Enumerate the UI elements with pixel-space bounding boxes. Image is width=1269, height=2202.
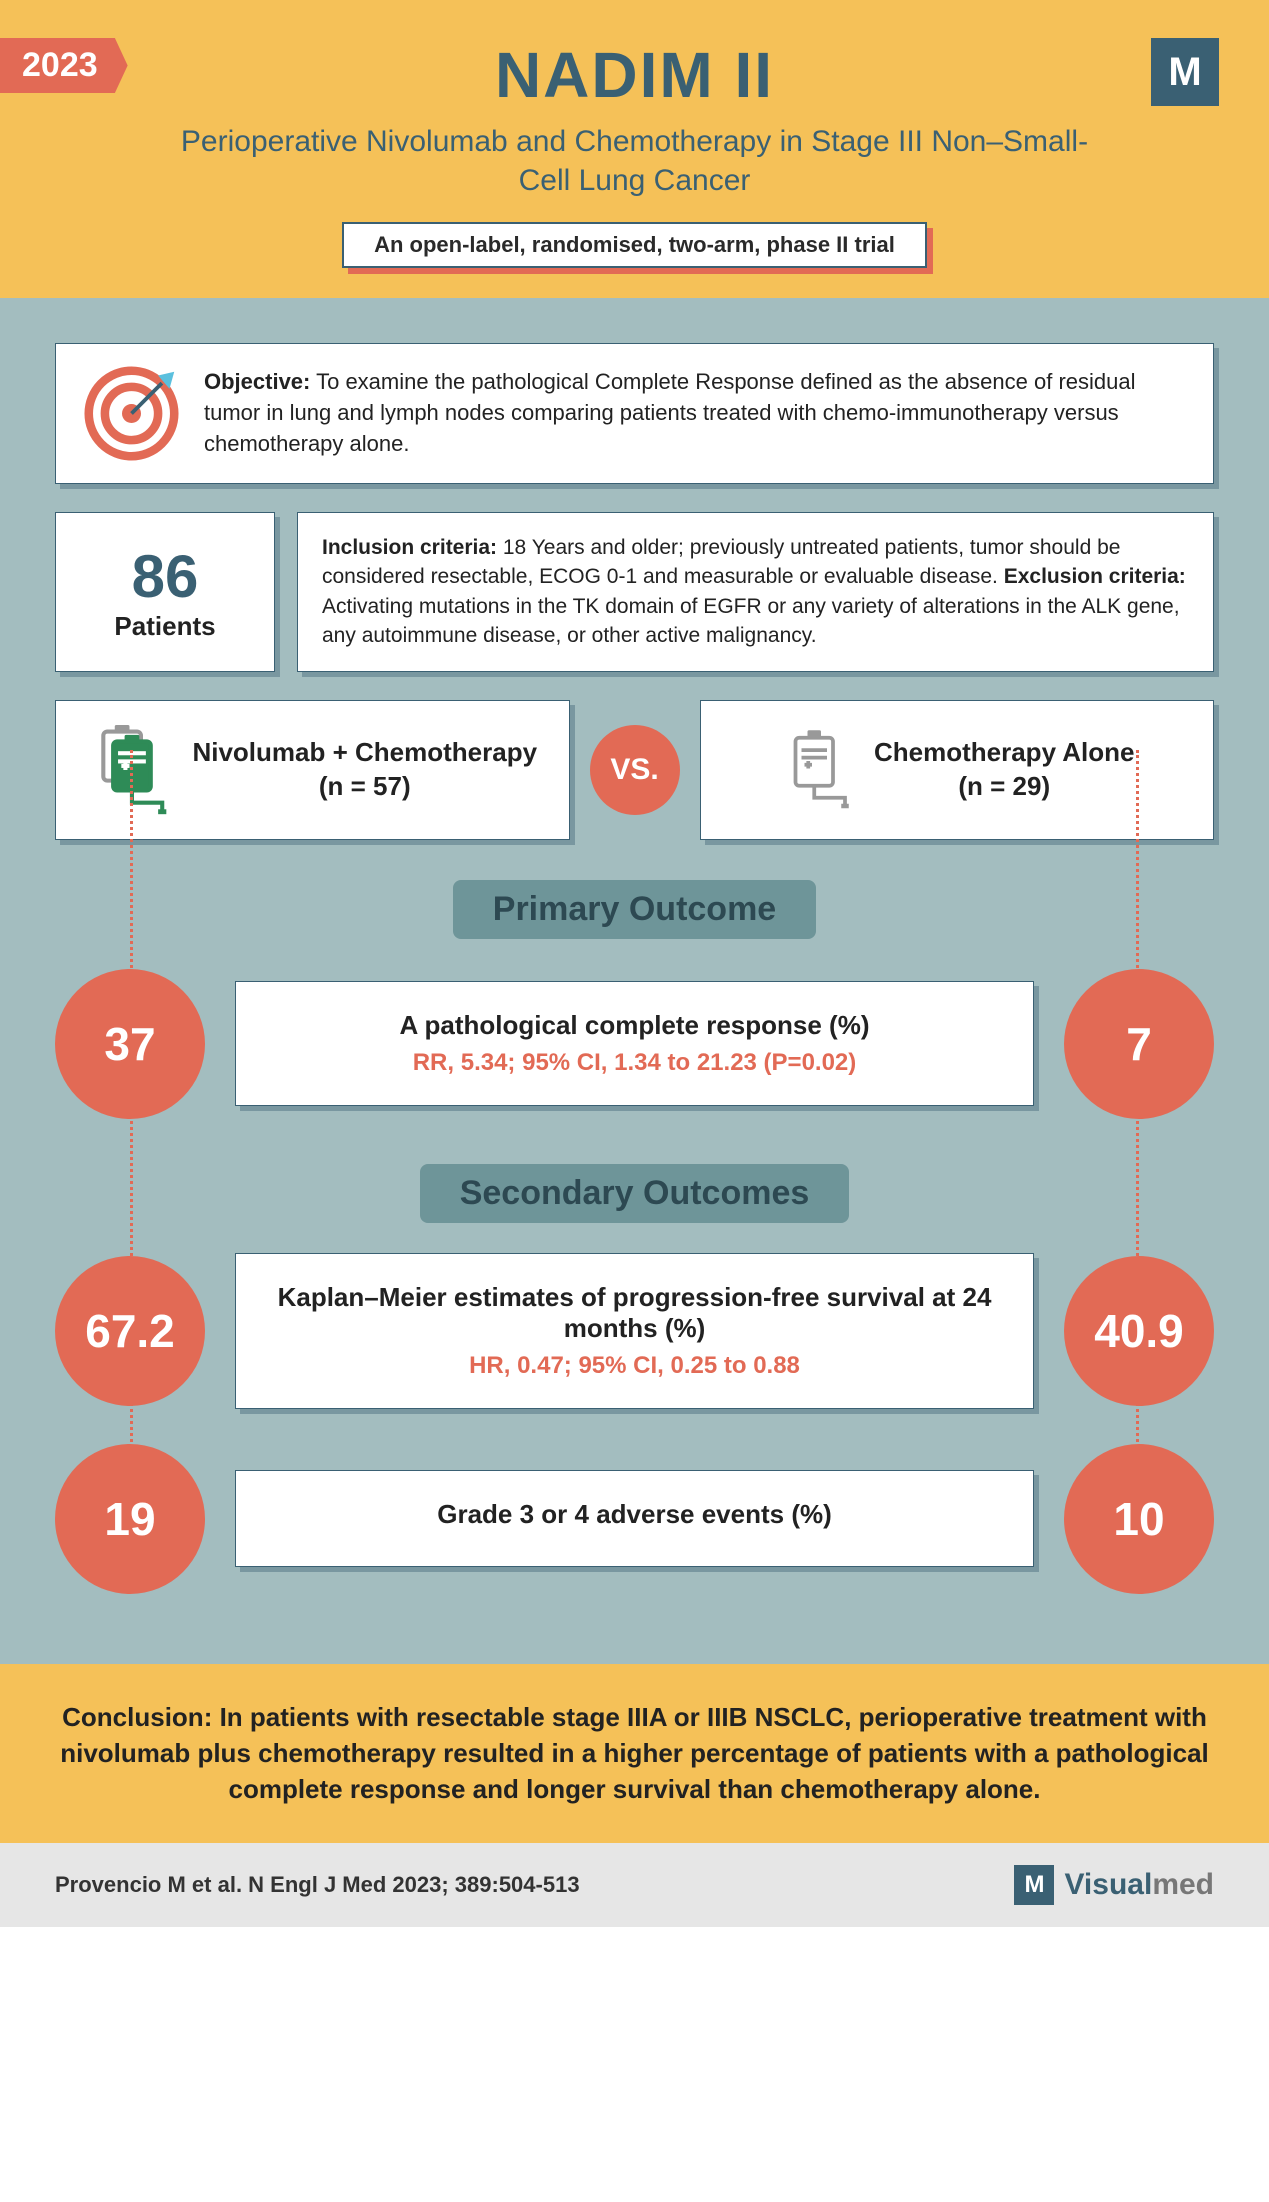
vs-circle: VS. <box>590 725 680 815</box>
exclusion-label: Exclusion criteria: <box>1004 565 1186 588</box>
outcomes-wrapper: Primary Outcome 37 A pathological comple… <box>55 870 1214 1594</box>
arm-right-n: (n = 29) <box>874 770 1135 804</box>
patients-criteria-row: 86 Patients Inclusion criteria: 18 Years… <box>55 512 1214 672</box>
objective-card: Objective: To examine the pathological C… <box>55 343 1214 484</box>
inclusion-label: Inclusion criteria: <box>322 536 497 559</box>
footer-section: Provencio M et al. N Engl J Med 2023; 38… <box>0 1843 1269 1927</box>
primary-outcome-row: 37 A pathological complete response (%) … <box>55 969 1214 1119</box>
arm-left-text: Nivolumab + Chemotherapy (n = 57) <box>192 736 537 804</box>
secondary-1-right-value: 10 <box>1064 1444 1214 1594</box>
primary-outcome-stat: RR, 5.34; 95% CI, 1.34 to 21.23 (P=0.02) <box>260 1049 1009 1077</box>
footer-brand: Visualmed <box>1064 1868 1214 1902</box>
iv-bag-grey-icon <box>779 725 854 815</box>
secondary-0-stat: HR, 0.47; 95% CI, 0.25 to 0.88 <box>260 1352 1009 1380</box>
primary-outcome-title: A pathological complete response (%) <box>260 1010 1009 1041</box>
body-section: Objective: To examine the pathological C… <box>0 298 1269 1664</box>
citation: Provencio M et al. N Engl J Med 2023; 38… <box>55 1872 580 1898</box>
secondary-0-card: Kaplan–Meier estimates of progression-fr… <box>235 1253 1034 1409</box>
primary-left-value: 37 <box>55 969 205 1119</box>
main-title: NADIM II <box>50 38 1219 112</box>
footer-brand-prefix: Visual <box>1064 1868 1152 1901</box>
target-icon <box>84 366 179 461</box>
secondary-outcome-row-0: 67.2 Kaplan–Meier estimates of progressi… <box>55 1253 1214 1409</box>
objective-text: Objective: To examine the pathological C… <box>204 367 1185 459</box>
infographic-container: 2023 M NADIM II Perioperative Nivolumab … <box>0 0 1269 1927</box>
conclusion-section: Conclusion: In patients with resectable … <box>0 1664 1269 1843</box>
footer-logo: M Visualmed <box>1014 1865 1214 1905</box>
secondary-outcome-row-1: 19 Grade 3 or 4 adverse events (%) 10 <box>55 1444 1214 1594</box>
subtitle: Perioperative Nivolumab and Chemotherapy… <box>50 122 1219 200</box>
patients-label: Patients <box>114 611 215 642</box>
secondary-heading: Secondary Outcomes <box>420 1164 850 1223</box>
conclusion-label: Conclusion: <box>62 1702 212 1732</box>
arms-row: Nivolumab + Chemotherapy (n = 57) VS. <box>55 700 1214 840</box>
secondary-1-card: Grade 3 or 4 adverse events (%) <box>235 1470 1034 1567</box>
secondary-0-right-value: 40.9 <box>1064 1256 1214 1406</box>
trial-type-badge: An open-label, randomised, two-arm, phas… <box>342 222 927 268</box>
criteria-card: Inclusion criteria: 18 Years and older; … <box>297 512 1214 672</box>
arm-right-text: Chemotherapy Alone (n = 29) <box>874 736 1135 804</box>
patients-count: 86 <box>132 542 199 611</box>
footer-brand-suffix: med <box>1152 1868 1214 1901</box>
header-section: 2023 M NADIM II Perioperative Nivolumab … <box>0 0 1269 298</box>
primary-right-value: 7 <box>1064 969 1214 1119</box>
exclusion-text: Activating mutations in the TK domain of… <box>322 595 1180 647</box>
primary-outcome-card: A pathological complete response (%) RR,… <box>235 981 1034 1106</box>
footer-logo-box: M <box>1014 1865 1054 1905</box>
conclusion-text: In patients with resectable stage IIIA o… <box>60 1702 1209 1805</box>
arm-right-name: Chemotherapy Alone <box>874 736 1135 770</box>
primary-heading: Primary Outcome <box>453 880 816 939</box>
patients-card: 86 Patients <box>55 512 275 672</box>
arm-left-n: (n = 57) <box>192 770 537 804</box>
arm-left-name: Nivolumab + Chemotherapy <box>192 736 537 770</box>
secondary-1-title: Grade 3 or 4 adverse events (%) <box>260 1499 1009 1530</box>
secondary-0-left-value: 67.2 <box>55 1256 205 1406</box>
objective-body: To examine the pathological Complete Res… <box>204 369 1136 456</box>
secondary-1-left-value: 19 <box>55 1444 205 1594</box>
objective-label: Objective: <box>204 369 310 394</box>
secondary-0-title: Kaplan–Meier estimates of progression-fr… <box>260 1282 1009 1344</box>
logo-box: M <box>1151 38 1219 106</box>
year-ribbon: 2023 <box>0 38 128 93</box>
